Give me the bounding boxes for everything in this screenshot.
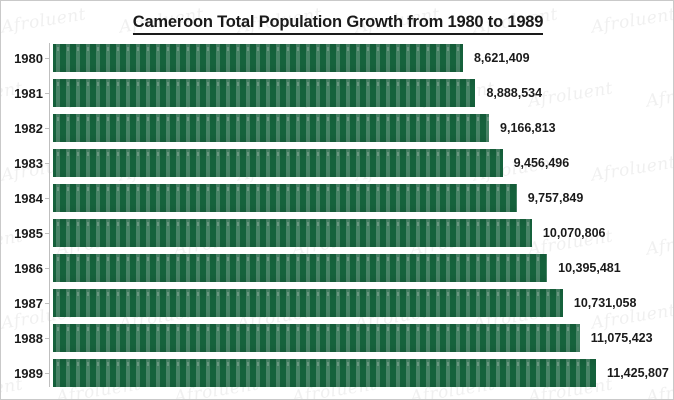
bar-wrap: 10,731,058 <box>53 289 671 317</box>
bar-1983[interactable] <box>53 149 503 177</box>
bar-row: 1985 10,070,806 <box>1 219 673 247</box>
bar-1987[interactable] <box>53 289 563 317</box>
category-label-1984: 1984 <box>14 190 43 206</box>
chart-title: Cameroon Total Population Growth from 19… <box>1 13 673 35</box>
axis-tick <box>45 198 49 199</box>
axis-tick <box>45 303 49 304</box>
category-label-1980: 1980 <box>14 50 43 66</box>
bar-row: 1982 9,166,813 <box>1 114 673 142</box>
bar-rows: 1980 8,621,409 1981 8,888,534 1982 9,166,813 1… <box>1 41 673 393</box>
bar-row: 1983 9,456,496 <box>1 149 673 177</box>
bar-value-label-1981: 8,888,534 <box>486 86 543 100</box>
bar-value-label-1989: 11,425,807 <box>607 366 669 380</box>
bar-wrap: 10,395,481 <box>53 254 671 282</box>
bar-value-label-1983: 9,456,496 <box>513 156 570 170</box>
chart-title-text: Cameroon Total Population Growth from 19… <box>132 13 543 35</box>
bar-wrap: 11,425,807 <box>53 359 671 387</box>
bar-row: 1988 11,075,423 <box>1 324 673 352</box>
bar-row: 1980 8,621,409 <box>1 44 673 72</box>
axis-tick <box>45 268 49 269</box>
category-label-1987: 1987 <box>14 295 43 311</box>
category-label-1981: 1981 <box>14 85 43 101</box>
bar-1982[interactable] <box>53 114 490 142</box>
bar-value-label-1984: 9,757,849 <box>527 191 584 205</box>
category-label-1982: 1982 <box>14 120 43 136</box>
bar-wrap: 8,621,409 <box>53 44 671 72</box>
category-label-1985: 1985 <box>14 225 43 241</box>
bar-row: 1986 10,395,481 <box>1 254 673 282</box>
axis-tick <box>45 373 49 374</box>
bar-value-label-1985: 10,070,806 <box>542 226 606 240</box>
bar-row: 1981 8,888,534 <box>1 79 673 107</box>
bar-wrap: 9,757,849 <box>53 184 671 212</box>
category-label-1989: 1989 <box>14 365 43 381</box>
axis-tick <box>45 128 49 129</box>
bar-wrap: 11,075,423 <box>53 324 671 352</box>
bar-wrap: 8,888,534 <box>53 79 671 107</box>
axis-tick <box>45 93 49 94</box>
bar-1980[interactable] <box>53 44 463 72</box>
bar-value-label-1982: 9,166,813 <box>500 121 556 135</box>
category-label-1988: 1988 <box>14 330 43 346</box>
bar-1986[interactable] <box>53 254 548 282</box>
axis-tick <box>45 163 49 164</box>
bar-1988[interactable] <box>53 324 580 352</box>
axis-tick <box>45 233 49 234</box>
bar-value-label-1988: 11,075,423 <box>590 331 653 345</box>
bar-wrap: 9,166,813 <box>53 114 671 142</box>
bar-row: 1989 11,425,807 <box>1 359 673 387</box>
bar-row: 1984 9,757,849 <box>1 184 673 212</box>
bar-1984[interactable] <box>53 184 517 212</box>
bar-value-label-1987: 10,731,058 <box>573 296 637 310</box>
bar-row: 1987 10,731,058 <box>1 289 673 317</box>
plot-area: 1980 8,621,409 1981 8,888,534 1982 9,166,813 1… <box>1 41 673 393</box>
bar-1989[interactable] <box>53 359 596 387</box>
axis-tick <box>45 338 49 339</box>
bar-wrap: 9,456,496 <box>53 149 671 177</box>
bar-value-label-1986: 10,395,481 <box>558 261 621 275</box>
bar-value-label-1980: 8,621,409 <box>473 51 530 65</box>
bar-wrap: 10,070,806 <box>53 219 671 247</box>
bar-1985[interactable] <box>53 219 532 247</box>
axis-tick <box>45 58 49 59</box>
category-label-1986: 1986 <box>14 260 43 276</box>
bar-1981[interactable] <box>53 79 476 107</box>
category-label-1983: 1983 <box>14 155 43 171</box>
category-axis-line <box>49 43 50 387</box>
